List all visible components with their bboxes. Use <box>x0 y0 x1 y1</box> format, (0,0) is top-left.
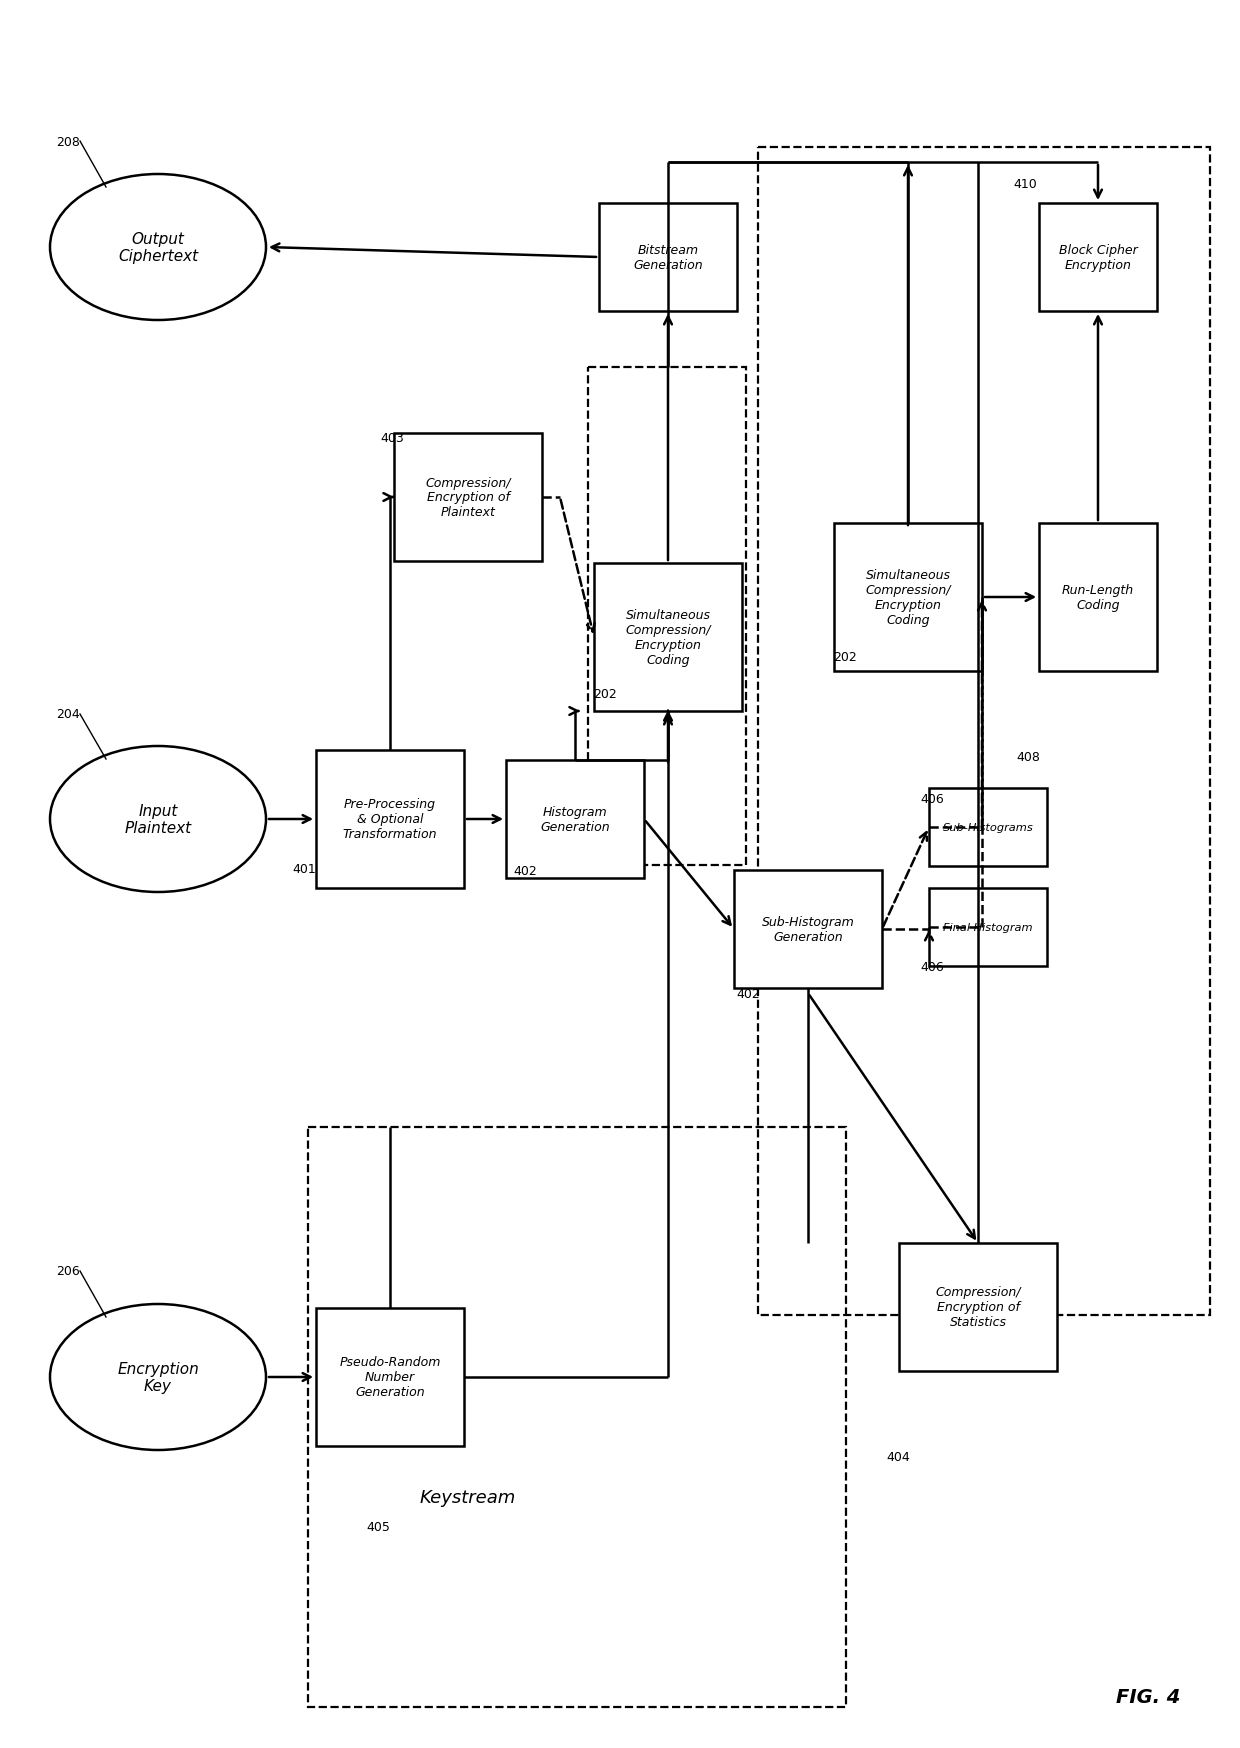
FancyBboxPatch shape <box>599 205 737 311</box>
FancyBboxPatch shape <box>835 524 982 671</box>
Text: Keystream: Keystream <box>420 1488 516 1507</box>
FancyBboxPatch shape <box>734 871 882 988</box>
Ellipse shape <box>50 1304 267 1451</box>
Text: Simultaneous
Compression/
Encryption
Coding: Simultaneous Compression/ Encryption Cod… <box>866 568 951 626</box>
Text: 202: 202 <box>593 689 616 701</box>
Text: Block Cipher
Encryption: Block Cipher Encryption <box>1059 245 1137 273</box>
FancyBboxPatch shape <box>316 1308 464 1446</box>
Text: 208: 208 <box>56 135 79 149</box>
Text: Compression/
Encryption of
Statistics: Compression/ Encryption of Statistics <box>935 1287 1021 1328</box>
Text: FIG. 4: FIG. 4 <box>1116 1687 1180 1706</box>
Text: Run-Length
Coding: Run-Length Coding <box>1061 584 1135 612</box>
Text: 404: 404 <box>887 1451 910 1463</box>
FancyBboxPatch shape <box>929 888 1047 967</box>
Text: 402: 402 <box>513 865 537 877</box>
Text: Histogram
Generation: Histogram Generation <box>541 806 610 834</box>
Text: 403: 403 <box>381 432 404 444</box>
Text: 206: 206 <box>56 1266 79 1278</box>
Text: Output
Ciphertext: Output Ciphertext <box>118 232 198 264</box>
Text: Pseudo-Random
Number
Generation: Pseudo-Random Number Generation <box>340 1356 440 1398</box>
Text: 405: 405 <box>366 1521 389 1533</box>
FancyBboxPatch shape <box>929 788 1047 867</box>
Text: 406: 406 <box>920 961 944 974</box>
Text: Input
Plaintext: Input Plaintext <box>124 804 191 836</box>
Text: 204: 204 <box>56 708 79 722</box>
Text: Sub-Histogram
Generation: Sub-Histogram Generation <box>761 916 854 944</box>
FancyBboxPatch shape <box>1039 524 1157 671</box>
Text: Sub-Histograms: Sub-Histograms <box>942 823 1033 832</box>
Text: Final Histogram: Final Histogram <box>944 923 1033 932</box>
Text: 406: 406 <box>920 794 944 806</box>
FancyBboxPatch shape <box>899 1243 1056 1370</box>
FancyBboxPatch shape <box>1039 205 1157 311</box>
Text: 408: 408 <box>1016 752 1040 764</box>
FancyBboxPatch shape <box>394 434 542 561</box>
Text: Compression/
Encryption of
Plaintext: Compression/ Encryption of Plaintext <box>425 475 511 519</box>
Text: Encryption
Key: Encryption Key <box>117 1362 198 1393</box>
Ellipse shape <box>50 175 267 322</box>
Text: 401: 401 <box>293 864 316 876</box>
FancyBboxPatch shape <box>506 760 644 879</box>
Text: Simultaneous
Compression/
Encryption
Coding: Simultaneous Compression/ Encryption Cod… <box>625 608 711 666</box>
FancyBboxPatch shape <box>594 563 742 711</box>
Ellipse shape <box>50 746 267 893</box>
Text: 402: 402 <box>737 988 760 1002</box>
FancyBboxPatch shape <box>316 750 464 888</box>
Text: 202: 202 <box>833 650 857 664</box>
Text: Bitstream
Generation: Bitstream Generation <box>634 245 703 273</box>
Text: 410: 410 <box>1013 178 1037 191</box>
Text: Pre-Processing
& Optional
Transformation: Pre-Processing & Optional Transformation <box>342 799 438 841</box>
